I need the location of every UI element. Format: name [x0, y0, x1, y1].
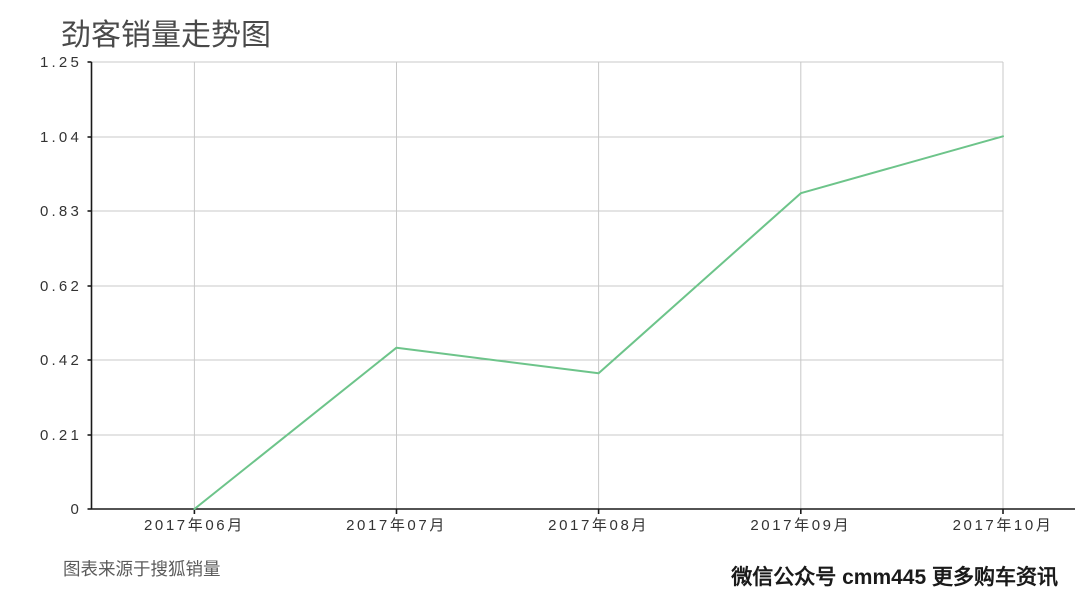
svg-text:0: 0: [70, 501, 82, 518]
svg-text:2017年07月: 2017年07月: [346, 517, 447, 534]
svg-text:2017年09月: 2017年09月: [750, 517, 851, 534]
svg-text:0.83: 0.83: [40, 203, 82, 220]
svg-text:0.42: 0.42: [40, 352, 82, 369]
svg-text:2017年08月: 2017年08月: [548, 517, 649, 534]
svg-text:1.25: 1.25: [40, 54, 82, 71]
svg-text:0.21: 0.21: [40, 427, 82, 444]
svg-text:2017年10月: 2017年10月: [953, 517, 1054, 534]
svg-text:1.04: 1.04: [40, 129, 82, 146]
svg-text:0.62: 0.62: [40, 278, 82, 295]
svg-text:2017年06月: 2017年06月: [144, 517, 245, 534]
